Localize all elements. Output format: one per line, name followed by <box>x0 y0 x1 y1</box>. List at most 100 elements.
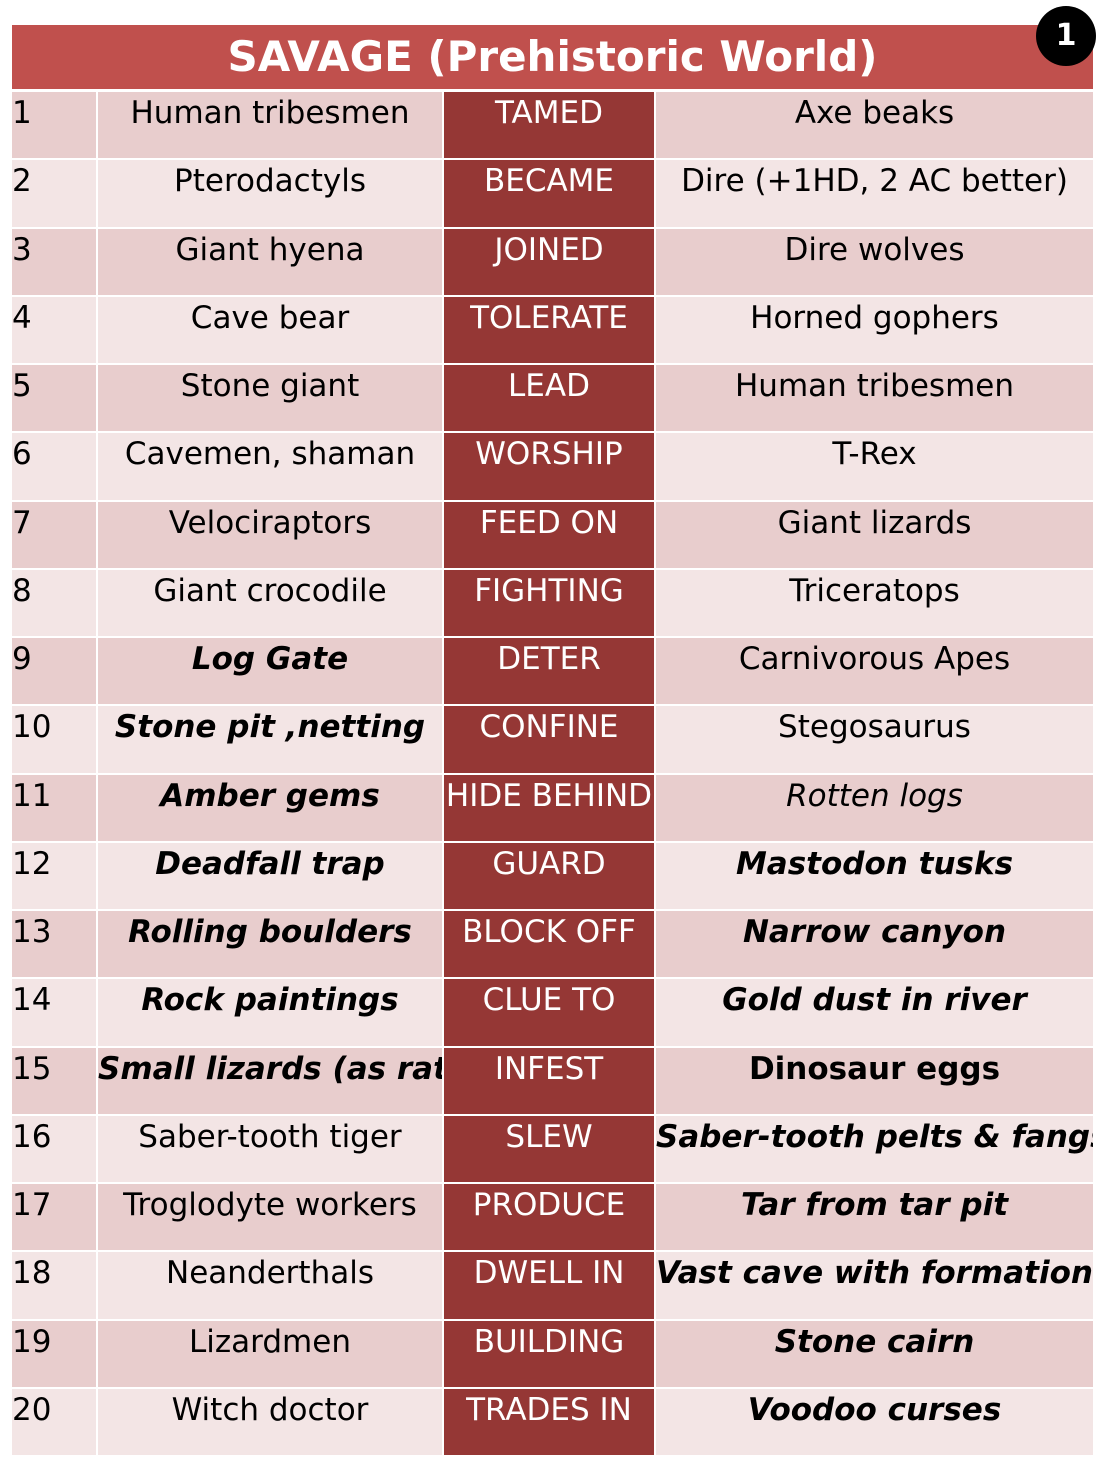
subject-cell: Giant crocodile <box>98 569 444 636</box>
row-number: 6 <box>12 433 98 500</box>
verb-cell: SLEW <box>444 1115 656 1182</box>
verb-cell: CLUE TO <box>444 979 656 1046</box>
subject-cell: Pterodactyls <box>98 160 444 227</box>
row-number: 5 <box>12 365 98 432</box>
verb-cell: JOINED <box>444 228 656 295</box>
row-number: 16 <box>12 1115 98 1182</box>
table-row: 17 Troglodyte workers PRODUCE Tar from tar … <box>12 1184 1093 1253</box>
table-row: 3 Giant hyena JOINED Dire wolves <box>12 228 1093 297</box>
subject-cell: Rolling boulders <box>98 911 444 978</box>
subject-cell: Saber-tooth tiger <box>98 1115 444 1182</box>
subject-cell: Amber gems <box>98 774 444 841</box>
subject-cell: Giant hyena <box>98 228 444 295</box>
object-cell: Giant lizards <box>777 504 972 541</box>
subject-cell: Lizardmen <box>98 1320 444 1387</box>
table-row: 6 Cavemen, shaman WORSHIP T-Rex <box>12 433 1093 502</box>
row-number: 1 <box>12 92 98 159</box>
table-row: 10 Stone pit ,netting CONFINE Stegosaurus <box>12 706 1093 775</box>
table-row: 8 Giant crocodile FIGHTING Triceratops <box>12 569 1093 638</box>
row-number: 4 <box>12 296 98 363</box>
table-row: 11 Amber gems HIDE BEHIND Rotten logs <box>12 774 1093 843</box>
table-row: 13 Rolling boulders BLOCK OFF Narrow canyon <box>12 911 1093 980</box>
row-number: 9 <box>12 638 98 705</box>
page-number-badge: 1 <box>1036 6 1096 66</box>
object-cell: Carnivorous Apes <box>738 641 1011 677</box>
object-cell: Voodoo curses <box>747 1391 1002 1428</box>
table-row: 16 Saber-tooth tiger SLEW Saber-tooth pelts… <box>12 1115 1093 1184</box>
verb-cell: TOLERATE <box>444 296 656 363</box>
object-cell: Horned gophers <box>750 299 999 336</box>
table-row: 15 Small lizards (as rats) INFEST Dinosaur … <box>12 1047 1093 1116</box>
row-number: 14 <box>12 979 98 1046</box>
subject-cell: Neanderthals <box>98 1252 444 1319</box>
verb-cell: TRADES IN <box>444 1388 656 1455</box>
verb-cell: DWELL IN <box>444 1252 656 1319</box>
object-cell: Saber-tooth pelts & fangs <box>656 1118 1093 1155</box>
table-row: 2 Pterodactyls BECAME Dire (+1HD, 2 AC bett… <box>12 160 1093 229</box>
object-cell: Stone cairn <box>774 1323 975 1360</box>
subject-cell: Human tribesmen <box>98 92 444 159</box>
row-number: 17 <box>12 1184 98 1251</box>
verb-cell: DETER <box>444 638 656 705</box>
verb-cell: LEAD <box>444 365 656 432</box>
verb-cell: INFEST <box>444 1047 656 1114</box>
table-row: 4 Cave bear TOLERATE Horned gophers <box>12 296 1093 365</box>
row-number: 13 <box>12 911 98 978</box>
row-number: 8 <box>12 569 98 636</box>
object-cell: Dinosaur eggs <box>748 1050 1001 1087</box>
verb-cell: FEED ON <box>444 501 656 568</box>
verb-cell: CONFINE <box>444 706 656 773</box>
row-number: 10 <box>12 706 98 773</box>
object-cell: Mastodon tusks <box>735 845 1014 882</box>
object-cell: Vast cave with formations <box>656 1255 1093 1292</box>
table-row: 20 Witch doctor TRADES IN Voodoo curses <box>12 1388 1093 1457</box>
subject-cell: Velociraptors <box>98 501 444 568</box>
table-row: 9 Log Gate DETER Carnivorous Apes <box>12 638 1093 707</box>
subject-cell: Deadfall trap <box>98 842 444 909</box>
verb-cell: BUILDING <box>444 1320 656 1387</box>
object-cell: Tar from tar pit <box>740 1187 1009 1223</box>
table-row: 7 Velociraptors FEED ON Giant lizards <box>12 501 1093 570</box>
subject-cell: Log Gate <box>98 638 444 705</box>
row-number: 12 <box>12 842 98 909</box>
subject-cell: Stone giant <box>98 365 444 432</box>
table-row: 19 Lizardmen BUILDING Stone cairn <box>12 1320 1093 1389</box>
verb-cell: PRODUCE <box>444 1184 656 1251</box>
row-number: 20 <box>12 1388 98 1455</box>
verb-cell: BECAME <box>444 160 656 227</box>
subject-cell: Cave bear <box>98 296 444 363</box>
row-number: 2 <box>12 160 98 227</box>
subject-cell: Small lizards (as rats) <box>98 1047 444 1114</box>
verb-cell: GUARD <box>444 842 656 909</box>
verb-cell: HIDE BEHIND <box>444 774 656 841</box>
subject-cell: Stone pit ,netting <box>98 706 444 773</box>
object-cell: Rotten logs <box>786 777 963 814</box>
table-row: 14 Rock paintings CLUE TO Gold dust in rive… <box>12 979 1093 1048</box>
verb-cell: WORSHIP <box>444 433 656 500</box>
random-table: 1 Human tribesmen TAMED Axe beaks 2 Pterodact… <box>12 92 1093 1457</box>
subject-cell: Troglodyte workers <box>98 1184 444 1251</box>
verb-cell: TAMED <box>444 92 656 159</box>
subject-cell: Cavemen, shaman <box>98 433 444 500</box>
object-cell: Dire wolves <box>784 231 965 268</box>
table-row: 5 Stone giant LEAD Human tribesmen <box>12 365 1093 434</box>
object-cell: Stegosaurus <box>778 709 971 746</box>
verb-cell: BLOCK OFF <box>444 911 656 978</box>
subject-cell: Rock paintings <box>98 979 444 1046</box>
subject-cell: Witch doctor <box>98 1388 444 1455</box>
row-number: 3 <box>12 228 98 295</box>
page-title: SAVAGE (Prehistoric World) <box>12 25 1093 89</box>
row-number: 19 <box>12 1320 98 1387</box>
row-number: 11 <box>12 774 98 841</box>
row-number: 15 <box>12 1047 98 1114</box>
object-cell: Human tribesmen <box>735 368 1014 404</box>
object-cell: Gold dust in river <box>722 982 1027 1019</box>
verb-cell: FIGHTING <box>444 569 656 636</box>
row-number: 18 <box>12 1252 98 1319</box>
object-cell: Dire (+1HD, 2 AC better) <box>681 163 1068 200</box>
row-number: 7 <box>12 501 98 568</box>
table-row: 1 Human tribesmen TAMED Axe beaks <box>12 92 1093 161</box>
object-cell: Triceratops <box>789 572 960 609</box>
object-cell: Axe beaks <box>794 95 955 131</box>
object-cell: Narrow canyon <box>742 914 1007 950</box>
